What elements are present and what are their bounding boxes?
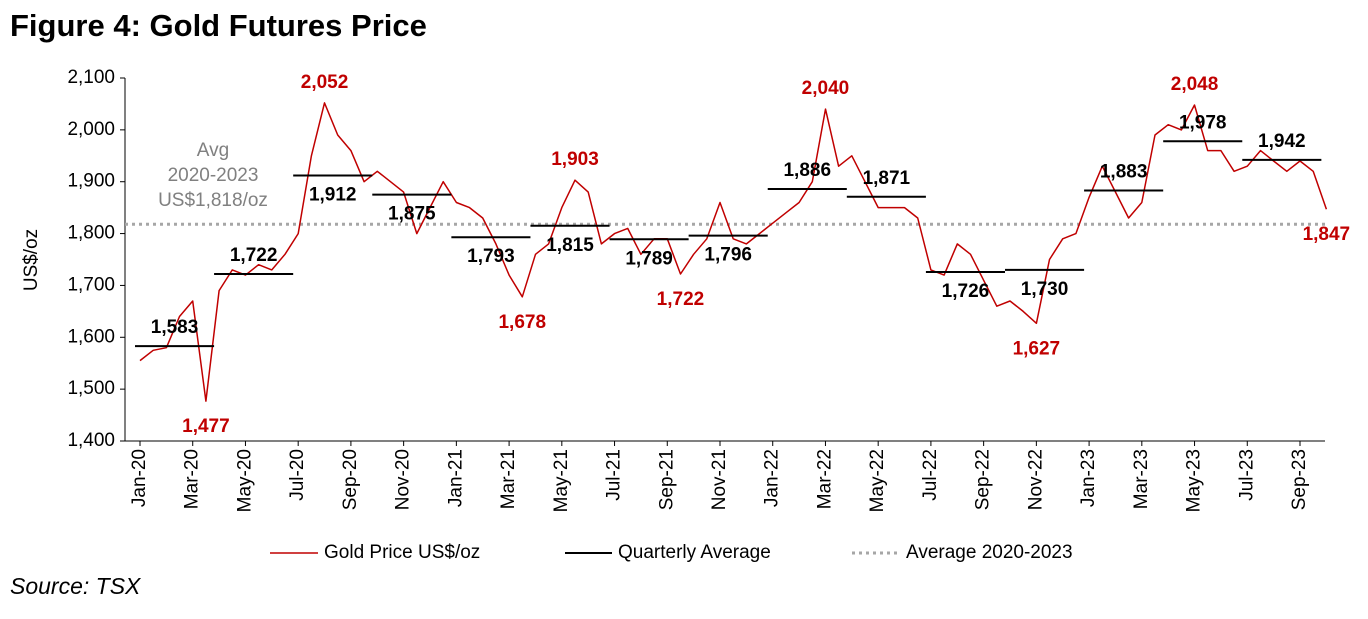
- y-tick-label: 1,700: [67, 274, 115, 295]
- x-tick-label: Sep-22: [973, 449, 994, 510]
- x-tick-label: Jan-20: [129, 449, 150, 507]
- quarter-label: 1,796: [704, 245, 752, 266]
- x-tick-label: Nov-20: [393, 449, 414, 510]
- x-tick-label: May-22: [867, 449, 888, 512]
- annotation: 1,903: [551, 149, 599, 170]
- annotation: 1,627: [1013, 338, 1061, 359]
- x-tick-label: Jan-23: [1078, 449, 1099, 507]
- quarter-label: 1,942: [1258, 131, 1306, 152]
- x-tick-label: Jan-22: [762, 449, 783, 507]
- quarter-label: 1,912: [309, 185, 357, 206]
- y-tick-label: 1,500: [67, 378, 115, 399]
- y-tick-label: 2,000: [67, 119, 115, 140]
- x-tick-label: Jul-21: [604, 449, 625, 501]
- gold-price-line: [139, 102, 1328, 402]
- annotation: 2,052: [301, 72, 349, 93]
- source: Source: TSX: [10, 573, 142, 599]
- quarter-label: 1,871: [863, 168, 911, 189]
- average-label: US$1,818/oz: [158, 190, 268, 211]
- chart-title: Figure 4: Gold Futures Price: [10, 8, 427, 43]
- quarter-label: 1,726: [942, 281, 990, 302]
- x-tick-label: Mar-21: [498, 449, 519, 509]
- x-tick-label: Jul-20: [287, 449, 308, 501]
- average-label: 2020-2023: [168, 165, 259, 186]
- x-tick-label: Sep-20: [340, 449, 361, 510]
- annotation: 1,477: [182, 416, 230, 437]
- x-tick-label: May-20: [234, 449, 255, 512]
- quarter-label: 1,789: [625, 248, 673, 269]
- quarter-label: 1,875: [388, 204, 436, 225]
- y-tick-label: 1,800: [67, 223, 115, 244]
- quarter-label: 1,883: [1100, 162, 1148, 183]
- quarter-label: 1,978: [1179, 112, 1227, 133]
- legend-label: Gold Price US$/oz: [324, 542, 480, 563]
- y-tick-label: 2,100: [67, 67, 115, 88]
- y-axis-label: US$/oz: [21, 229, 42, 291]
- annotation: 1,678: [498, 312, 546, 333]
- y-tick-label: 1,900: [67, 171, 115, 192]
- annotation: 1,847: [1303, 224, 1351, 245]
- annotation: 2,048: [1171, 74, 1219, 95]
- annotation: 2,040: [802, 78, 850, 99]
- x-tick-label: May-23: [1184, 449, 1205, 512]
- x-tick-label: Sep-21: [656, 449, 677, 510]
- x-tick-label: Mar-22: [814, 449, 835, 509]
- quarter-label: 1,886: [783, 160, 831, 181]
- quarter-label: 1,583: [151, 317, 199, 338]
- y-tick-label: 1,600: [67, 326, 115, 347]
- legend-label: Quarterly Average: [618, 542, 771, 563]
- x-tick-label: Jan-21: [445, 449, 466, 507]
- x-tick-label: Mar-20: [182, 449, 203, 509]
- x-tick-label: May-21: [551, 449, 572, 512]
- quarter-label: 1,793: [467, 246, 515, 267]
- y-tick-label: 1,400: [67, 430, 115, 451]
- quarter-label: 1,730: [1021, 279, 1069, 300]
- x-tick-label: Mar-23: [1131, 449, 1152, 509]
- x-tick-label: Nov-22: [1025, 449, 1046, 510]
- x-tick-label: Sep-23: [1289, 449, 1310, 510]
- annotation: 1,722: [657, 289, 705, 310]
- x-tick-label: Nov-21: [709, 449, 730, 510]
- legend-label: Average 2020-2023: [906, 542, 1073, 563]
- average-label: Avg: [197, 140, 229, 161]
- quarter-label: 1,722: [230, 245, 278, 266]
- x-tick-label: Jul-23: [1236, 449, 1257, 501]
- quarter-label: 1,815: [546, 235, 594, 256]
- x-tick-label: Jul-22: [920, 449, 941, 501]
